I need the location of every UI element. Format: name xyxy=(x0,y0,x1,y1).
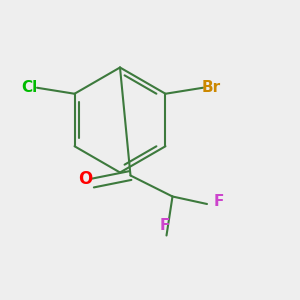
Text: F: F xyxy=(160,218,170,233)
Text: Br: Br xyxy=(202,80,221,95)
Text: Cl: Cl xyxy=(21,80,37,95)
Text: O: O xyxy=(78,169,93,188)
Text: F: F xyxy=(213,194,224,209)
